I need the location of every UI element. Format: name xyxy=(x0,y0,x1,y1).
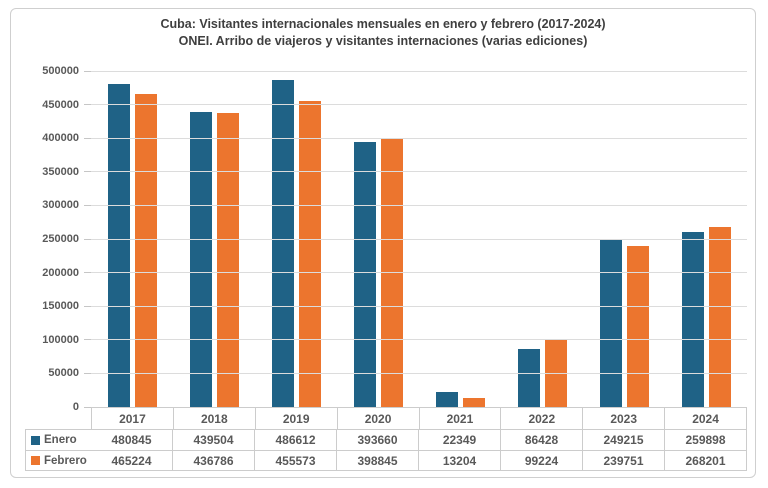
y-axis-tick xyxy=(84,171,91,173)
y-axis-label: 150000 xyxy=(42,300,79,313)
table-cell-enero-2022: 86428 xyxy=(501,429,583,450)
table-cell-enero-2021: 22349 xyxy=(419,429,501,450)
plot-area xyxy=(91,70,747,407)
table-header-2024: 2024 xyxy=(665,407,747,429)
table-header-2017: 2017 xyxy=(91,407,174,429)
table-cell-enero-2023: 249215 xyxy=(583,429,665,450)
y-axis-tick xyxy=(84,70,91,72)
table-row-enero: Enero 480845 439504 486612 393660 22349 86428 2… xyxy=(11,429,747,450)
table-cell-febrero-2017: 465224 xyxy=(91,450,173,471)
bar-febrero-2023 xyxy=(626,245,649,407)
y-axis-label: 0 xyxy=(72,401,79,413)
y-axis-label: 350000 xyxy=(42,165,79,178)
table-cell-febrero-2019: 455573 xyxy=(255,450,337,471)
gridline xyxy=(91,272,747,274)
table-header-2021: 2021 xyxy=(419,407,502,429)
bar-group-2022 xyxy=(501,71,583,407)
y-axis-label: 450000 xyxy=(42,98,79,111)
legend-cell-febrero: Febrero xyxy=(25,450,91,471)
y-axis-label: 50000 xyxy=(48,367,79,380)
y-axis-label: 200000 xyxy=(42,266,79,279)
bar-enero-2020 xyxy=(353,142,376,407)
y-axis-label: 400000 xyxy=(42,132,79,145)
table-cell-enero-2024: 259898 xyxy=(665,429,747,450)
bar-enero-2019 xyxy=(271,80,294,407)
y-axis-tick xyxy=(84,339,91,341)
y-axis-tick xyxy=(84,305,91,307)
table-cell-febrero-2024: 268201 xyxy=(665,450,747,471)
gridline xyxy=(91,372,747,374)
table-row-febrero: Febrero 465224 436786 455573 398845 13204 9922… xyxy=(11,450,747,471)
table-cell-febrero-2018: 436786 xyxy=(173,450,255,471)
table-cell-febrero-2022: 99224 xyxy=(501,450,583,471)
plot-row: 0 50000 100000 150000 200000 250000 300000 3500… xyxy=(11,65,747,413)
table-header-2022: 2022 xyxy=(501,407,584,429)
chart-figure: Cuba: Visitantes internacionales mensual… xyxy=(10,8,756,478)
bar-group-2017 xyxy=(91,71,173,407)
chart-subtitle: ONEI. Arribo de viajeros y visitantes in… xyxy=(178,34,588,48)
y-axis-tick xyxy=(84,104,91,106)
y-axis-tick xyxy=(84,372,91,374)
data-table: 2017 2018 2019 2020 2021 2022 2023 2024 Enero 480… xyxy=(11,407,747,471)
bar-febrero-2019 xyxy=(298,100,321,407)
bar-enero-2022 xyxy=(517,348,540,407)
table-row-indent xyxy=(11,450,25,471)
gridline xyxy=(91,171,747,173)
bar-group-2019 xyxy=(255,71,337,407)
table-cell-enero-2019: 486612 xyxy=(255,429,337,450)
bar-enero-2018 xyxy=(189,111,212,407)
table-header-2023: 2023 xyxy=(583,407,666,429)
table-header-2018: 2018 xyxy=(173,407,256,429)
bar-group-2018 xyxy=(173,71,255,407)
table-header-spacer xyxy=(11,407,91,429)
bar-enero-2024 xyxy=(681,232,704,407)
y-axis-label: 300000 xyxy=(42,199,79,212)
chart-title-block: Cuba: Visitantes internacionales mensual… xyxy=(11,9,755,50)
table-header-row: 2017 2018 2019 2020 2021 2022 2023 2024 xyxy=(11,407,747,429)
table-cell-enero-2020: 393660 xyxy=(337,429,419,450)
y-axis-tick xyxy=(84,204,91,206)
bar-enero-2023 xyxy=(599,239,622,407)
table-row-indent xyxy=(11,429,25,450)
gridline xyxy=(91,104,747,106)
bar-group-2023 xyxy=(583,71,665,407)
y-axis-tick xyxy=(84,137,91,139)
table-cell-enero-2017: 480845 xyxy=(91,429,173,450)
legend-swatch-enero-icon xyxy=(31,435,40,445)
gridline xyxy=(91,339,747,341)
bar-febrero-2024 xyxy=(708,226,731,407)
y-axis-tick xyxy=(84,238,91,240)
y-axis-label: 500000 xyxy=(42,65,79,77)
table-header-2019: 2019 xyxy=(255,407,338,429)
y-axis-tick xyxy=(84,406,91,408)
table-cell-febrero-2023: 239751 xyxy=(583,450,665,471)
y-axis-label: 100000 xyxy=(42,333,79,346)
bar-febrero-2021 xyxy=(462,398,485,407)
table-cell-febrero-2020: 398845 xyxy=(337,450,419,471)
legend-cell-enero: Enero xyxy=(25,429,91,450)
bar-enero-2021 xyxy=(435,391,458,407)
y-axis: 0 50000 100000 150000 200000 250000 300000 3500… xyxy=(11,65,91,413)
chart-title: Cuba: Visitantes internacionales mensual… xyxy=(160,17,606,31)
bar-febrero-2017 xyxy=(134,94,157,407)
table-cell-febrero-2021: 13204 xyxy=(419,450,501,471)
y-axis-tick xyxy=(84,272,91,274)
gridline xyxy=(91,305,747,307)
bar-group-2024 xyxy=(665,71,747,407)
bar-enero-2017 xyxy=(107,83,130,407)
table-header-2020: 2020 xyxy=(337,407,420,429)
table-cell-enero-2018: 439504 xyxy=(173,429,255,450)
bar-group-2021 xyxy=(419,71,501,407)
gridline xyxy=(91,70,747,72)
gridline xyxy=(91,137,747,139)
legend-label-enero: Enero xyxy=(44,434,77,446)
y-axis-label: 250000 xyxy=(42,233,79,245)
gridline xyxy=(91,204,747,206)
legend-swatch-febrero-icon xyxy=(31,456,40,465)
legend-label-febrero: Febrero xyxy=(44,454,87,467)
bar-febrero-2018 xyxy=(216,113,239,407)
gridline xyxy=(91,238,747,240)
